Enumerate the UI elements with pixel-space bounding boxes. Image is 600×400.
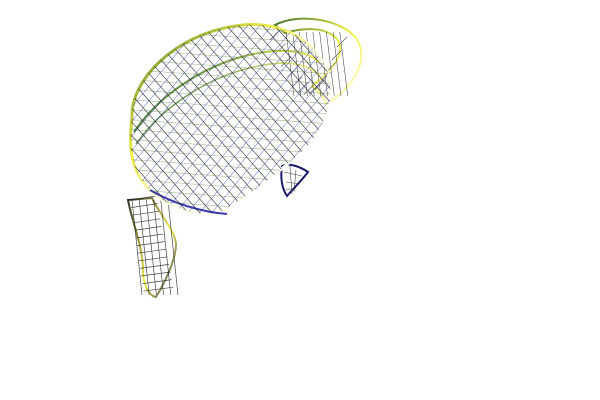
teapot-body [129, 23, 332, 215]
teapot-spout [126, 195, 179, 299]
teapot-knob [280, 163, 310, 198]
teapot-body-mesh [130, 24, 331, 214]
